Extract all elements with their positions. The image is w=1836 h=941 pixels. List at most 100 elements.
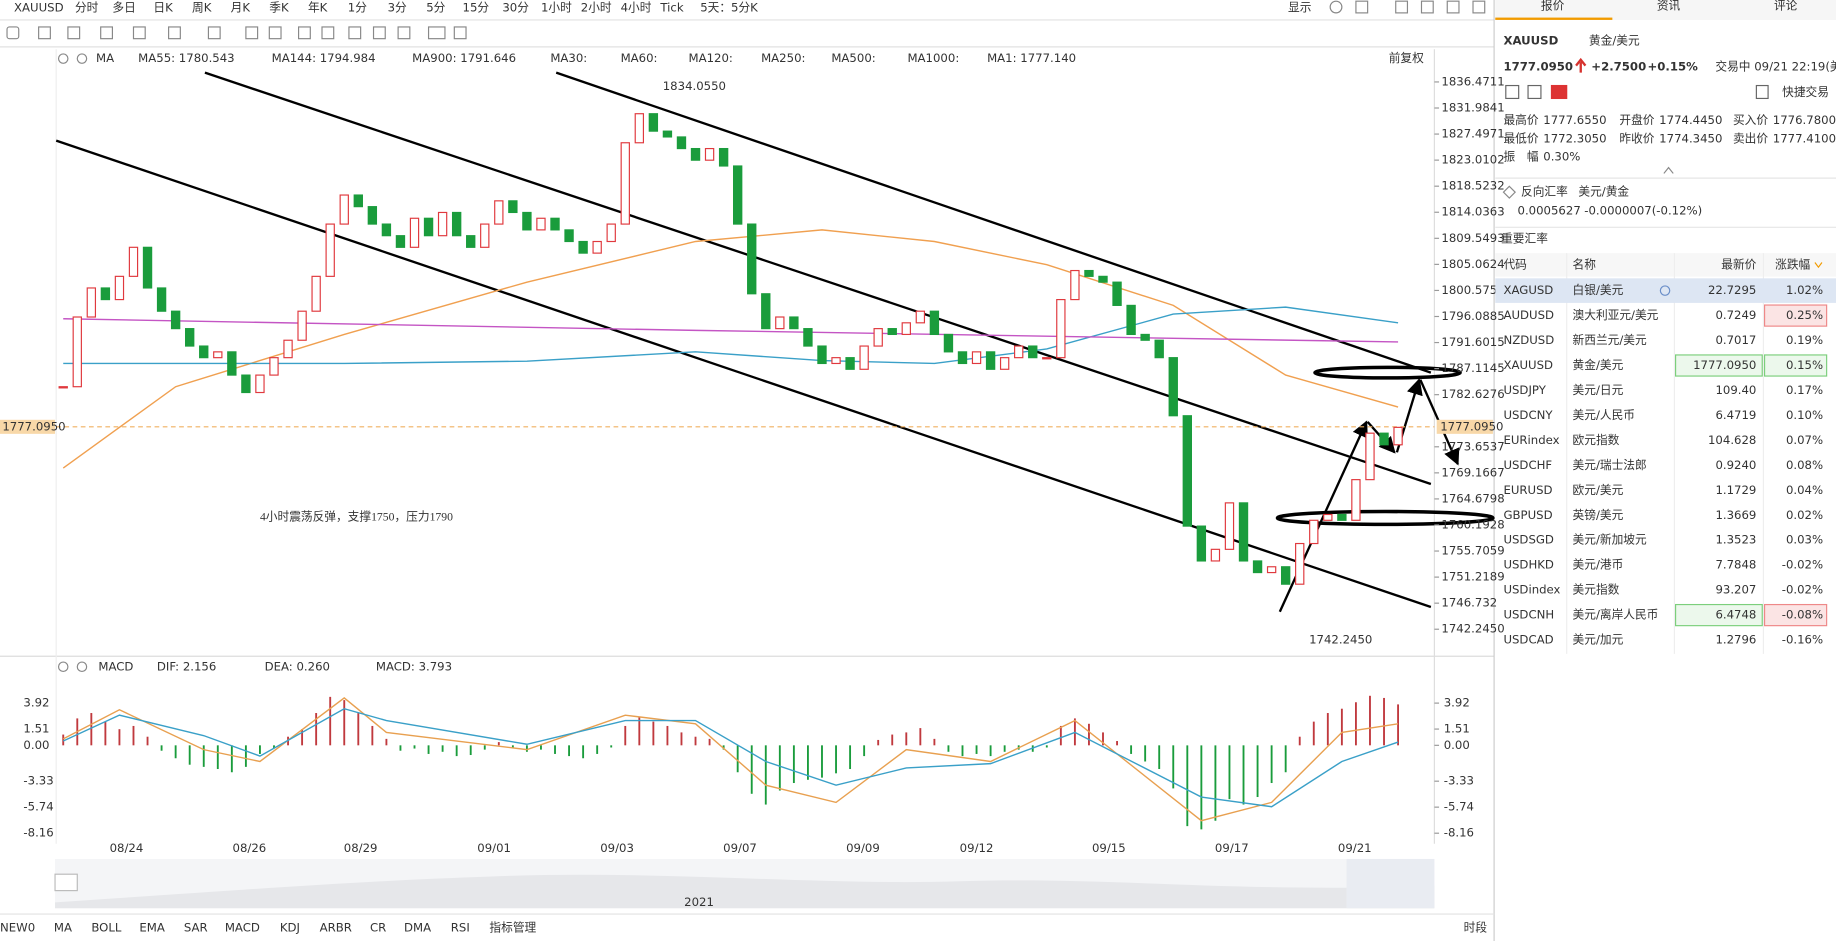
period-button[interactable]: 3分 <box>388 1 407 15</box>
rate-change: -0.08% <box>1782 608 1823 622</box>
navigator-area <box>55 874 1435 909</box>
current-price-tag <box>0 419 56 434</box>
rate-code[interactable]: USDJPY <box>1503 383 1546 397</box>
macd-tick-label: -3.33 <box>1444 774 1474 788</box>
period-button[interactable]: 1小时 <box>541 1 572 15</box>
period-button[interactable]: 年K <box>308 1 328 15</box>
symbol[interactable]: XAUUSD <box>14 1 64 15</box>
y-tick-label: 1742.2450 <box>1441 622 1504 636</box>
indicator-tab[interactable]: DMA <box>404 921 431 935</box>
side-tab[interactable]: 资讯 <box>1657 0 1681 12</box>
period-button[interactable]: 月K <box>231 1 251 15</box>
rate-code[interactable]: USDCAD <box>1503 633 1553 647</box>
rate-code[interactable]: GBPUSD <box>1503 508 1552 522</box>
table-header: 代码 <box>1503 257 1526 271</box>
rate-name: 英镑/美元 <box>1573 508 1624 522</box>
candle <box>58 386 68 389</box>
display-menu[interactable]: 显示 <box>1288 1 1311 15</box>
candle <box>128 246 139 277</box>
period-button[interactable]: 15分 <box>463 1 490 15</box>
side-tab[interactable]: 评论 <box>1774 0 1798 12</box>
rate-code[interactable]: USDindex <box>1503 583 1560 597</box>
indicator-tab[interactable]: SAR <box>184 921 208 935</box>
candle <box>1309 519 1319 545</box>
period-button[interactable]: 季K <box>269 1 289 15</box>
x-tick-label: 09/09 <box>846 841 880 855</box>
rate-change: 0.25% <box>1786 308 1823 322</box>
adjust-button[interactable]: 前复权 <box>1389 51 1424 65</box>
rate-code[interactable]: USDHKD <box>1503 558 1553 572</box>
quote-change-pct: +0.15% <box>1647 59 1698 73</box>
settings-icons[interactable] <box>57 0 1486 673</box>
rate-code[interactable]: USDCNH <box>1503 608 1554 622</box>
rate-code[interactable]: XAUUSD <box>1503 358 1553 372</box>
high-label: 1834.0550 <box>663 79 726 93</box>
indicator-tab[interactable]: RSI <box>451 921 470 935</box>
candle <box>1337 513 1347 521</box>
collapse-caret <box>1663 166 1674 174</box>
rate-change: -0.02% <box>1782 558 1823 572</box>
macd-tick-label: 0.00 <box>1444 738 1470 752</box>
indicator-tab[interactable]: ARBR <box>320 921 352 935</box>
price-box <box>1674 354 1763 377</box>
candle <box>451 211 462 237</box>
rate-code[interactable]: AUDUSD <box>1503 308 1554 322</box>
stat-label: 最高价 <box>1503 113 1538 127</box>
candle <box>1112 281 1122 306</box>
period-button[interactable]: 5分 <box>426 1 445 15</box>
navigator-window[interactable] <box>1346 858 1435 909</box>
indicator-tab[interactable]: KDJ <box>280 921 300 935</box>
macd-tick-label: 0.00 <box>23 738 49 752</box>
candle <box>803 328 813 347</box>
period-button[interactable]: 日K <box>153 1 173 15</box>
quote-icons[interactable] <box>1505 84 1769 100</box>
rate-code[interactable]: NZDUSD <box>1503 333 1554 347</box>
period-button[interactable]: Tick <box>659 1 683 15</box>
table-header: 最新价 <box>1721 257 1756 271</box>
period-button[interactable]: 4小时 <box>621 1 652 15</box>
navigator-handle[interactable] <box>54 873 78 892</box>
y-tick-label: 1755.7059 <box>1441 544 1504 558</box>
rate-code[interactable]: EURUSD <box>1503 483 1552 497</box>
watch-icon[interactable] <box>1659 285 1671 296</box>
indicator-tab[interactable]: EMA <box>139 921 164 935</box>
candle <box>156 287 167 312</box>
rate-code[interactable]: USDCHF <box>1503 458 1552 472</box>
y-tick-label: 1814.0363 <box>1441 205 1504 219</box>
period-button[interactable]: 时段 <box>1464 921 1488 935</box>
indicator-tab[interactable]: MA <box>54 921 72 935</box>
quick-trade[interactable]: 快捷交易 <box>1782 85 1829 99</box>
x-tick-label: 08/24 <box>110 841 144 855</box>
candle <box>901 322 911 336</box>
indicator-tab[interactable]: CR <box>370 921 386 935</box>
inverse-rate: 0.0005627 <box>1518 203 1581 217</box>
period-button[interactable]: 1分 <box>348 1 367 15</box>
indicator-tab[interactable]: NEW0 <box>0 921 35 935</box>
rate-price: 22.7295 <box>1708 283 1756 297</box>
period-button[interactable]: 2小时 <box>581 1 612 15</box>
rate-code[interactable]: EURindex <box>1503 433 1559 447</box>
low-label: 1742.2450 <box>1309 632 1372 646</box>
period-button[interactable]: 多日 <box>112 1 135 15</box>
rate-code[interactable]: USDCNY <box>1503 408 1553 422</box>
side-tab[interactable]: 报价 <box>1541 0 1565 12</box>
stat-label: 最低价 <box>1503 131 1538 145</box>
period-button[interactable]: 30分 <box>502 1 529 15</box>
candle <box>1140 333 1150 341</box>
indicator-tab[interactable]: BOLL <box>91 921 122 935</box>
period-button[interactable]: 5天：5分K <box>700 1 758 15</box>
rate-name: 美元/加元 <box>1573 633 1624 647</box>
indicator-tab[interactable]: 指标管理 <box>489 921 536 935</box>
period-button[interactable]: 周K <box>192 1 212 15</box>
legend-item: MA900: 1791.646 <box>412 51 516 65</box>
period-button[interactable]: 分时 <box>75 1 99 15</box>
drawing-tools[interactable] <box>6 26 467 40</box>
rate-code[interactable]: XAGUSD <box>1503 283 1553 297</box>
candle <box>732 165 743 225</box>
indicator-tab[interactable]: MACD <box>225 921 260 935</box>
trend-lines <box>55 71 1495 609</box>
rate-change: -0.02% <box>1782 583 1823 597</box>
rate-code[interactable]: USDSGD <box>1503 533 1553 547</box>
candle <box>873 328 883 347</box>
rate-name: 美元/离岸人民币 <box>1573 608 1659 622</box>
